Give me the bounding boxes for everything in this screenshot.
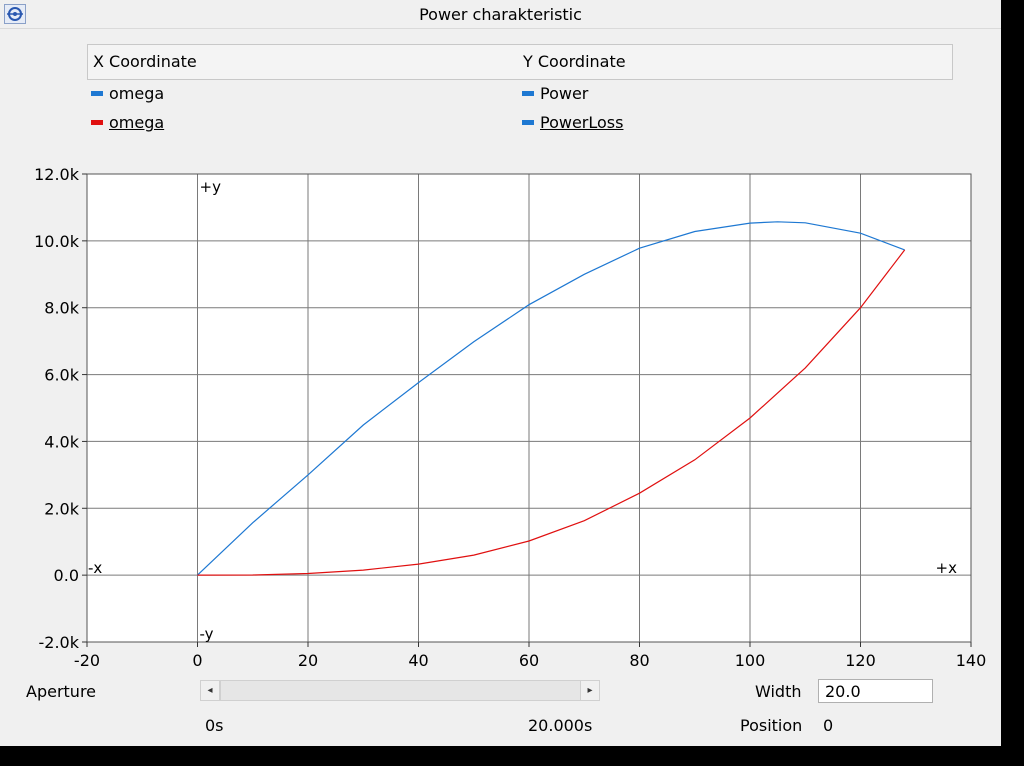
legend-x-header: X Coordinate (93, 52, 197, 71)
series-line-power[interactable] (197, 221, 905, 576)
aperture-scrollbar[interactable]: ◂ ▸ (200, 680, 600, 701)
position-value: 0 (823, 716, 834, 735)
position-label: Position (740, 716, 803, 735)
x-tick-label: 0 (192, 651, 202, 670)
x-tick-label: 140 (956, 651, 987, 670)
aperture-label: Aperture (26, 682, 97, 701)
x-tick-label: 80 (629, 651, 649, 670)
width-label: Width (755, 682, 802, 701)
width-input[interactable] (818, 679, 933, 703)
end-time: 20.000s (528, 716, 593, 735)
scroll-right-button[interactable]: ▸ (580, 680, 600, 701)
y-tick-label: 12.0k (34, 165, 80, 184)
scroll-track[interactable] (220, 680, 582, 701)
y-tick-label: 6.0k (44, 366, 79, 385)
y-tick-label: 4.0k (44, 432, 79, 451)
y-tick-label: 0.0 (54, 566, 79, 585)
series-line-powerloss[interactable] (197, 249, 906, 576)
axis-mark-pos-x: +x (936, 559, 958, 577)
x-tick-label: 100 (735, 651, 766, 670)
legend-swatch (91, 91, 103, 96)
x-tick-label: 120 (845, 651, 876, 670)
x-tick-label: 20 (298, 651, 318, 670)
y-tick-label: -2.0k (39, 633, 80, 652)
x-tick-label: 60 (519, 651, 539, 670)
axis-mark-pos-y: +y (200, 178, 222, 196)
legend-row-1-y[interactable]: Power (540, 84, 589, 103)
x-tick-label: 40 (408, 651, 428, 670)
chart-plot-area[interactable]: -20 0 20 40 60 80 100 120 140 -2.0k 0.0 2.0k 4.0k 6.0… (0, 160, 1001, 675)
legend-swatch (522, 120, 534, 125)
legend-row-1-x[interactable]: omega (109, 84, 165, 103)
legend-header: X Coordinate Y Coordinate (87, 44, 953, 80)
y-tick-label: 8.0k (44, 299, 79, 318)
app-icon[interactable] (4, 4, 26, 24)
window-title: Power charakteristic (419, 5, 582, 24)
legend-row-2-x[interactable]: omega (109, 113, 165, 132)
title-bar: Power charakteristic (0, 0, 1001, 29)
legend-swatch (91, 120, 103, 125)
axis-mark-neg-x: -x (88, 559, 102, 577)
scroll-left-button[interactable]: ◂ (200, 680, 220, 701)
legend-row-2-y[interactable]: PowerLoss (540, 113, 624, 132)
start-time: 0s (205, 716, 224, 735)
x-tick-label: -20 (74, 651, 100, 670)
legend-y-header: Y Coordinate (523, 52, 626, 71)
legend-swatch (522, 91, 534, 96)
y-tick-label: 2.0k (44, 499, 79, 518)
plot-window: Power charakteristic X Coordinate Y Coor… (0, 0, 1001, 746)
axis-mark-neg-y: -y (200, 625, 214, 643)
y-tick-label: 10.0k (34, 232, 80, 251)
